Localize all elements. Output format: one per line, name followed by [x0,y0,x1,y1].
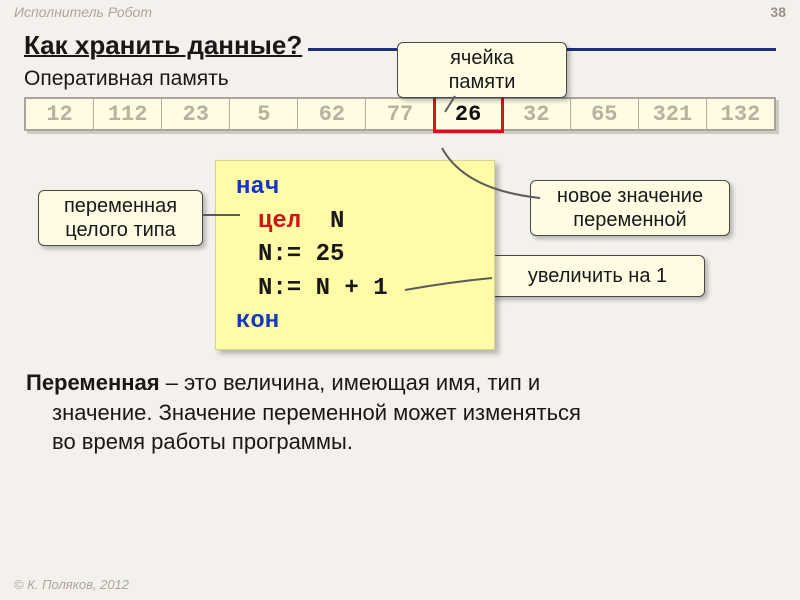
memory-cell-highlight: 26 [435,99,503,129]
callout-new-value: новое значение переменной [530,180,730,236]
breadcrumb: Исполнитель Робот [14,4,152,20]
page-number: 38 [770,4,786,20]
memory-cell: 65 [571,99,639,129]
memory-cell: 321 [639,99,707,129]
code-assign-1: N:= 25 [258,238,478,272]
callout-increment: увеличить на 1 [490,255,705,297]
memory-cell: 77 [366,99,434,129]
code-assign-2: N:= N + 1 [258,272,478,306]
footer-credit: © К. Поляков, 2012 [14,577,129,592]
var-name: N [330,208,344,235]
callout-memory-cell: ячейка памяти [397,42,567,98]
memory-cell: 23 [162,99,230,129]
memory-cell: 132 [707,99,774,129]
memory-cell: 12 [26,99,94,129]
kw-type: цел [258,208,301,235]
kw-end: кон [236,308,279,335]
memory-cell: 5 [230,99,298,129]
code-block: нач цел N N:= 25 N:= N + 1 кон [215,160,495,350]
kw-begin: нач [236,174,279,201]
memory-cell: 62 [298,99,366,129]
page-title: Как хранить данные? [24,30,302,61]
memory-cell: 32 [503,99,571,129]
callout-variable-type: переменная целого типа [38,190,203,246]
definition: Переменная – это величина, имеющая имя, … [26,368,774,457]
memory-strip: 121122356277263265321132 [24,97,776,131]
memory-cell: 112 [94,99,162,129]
